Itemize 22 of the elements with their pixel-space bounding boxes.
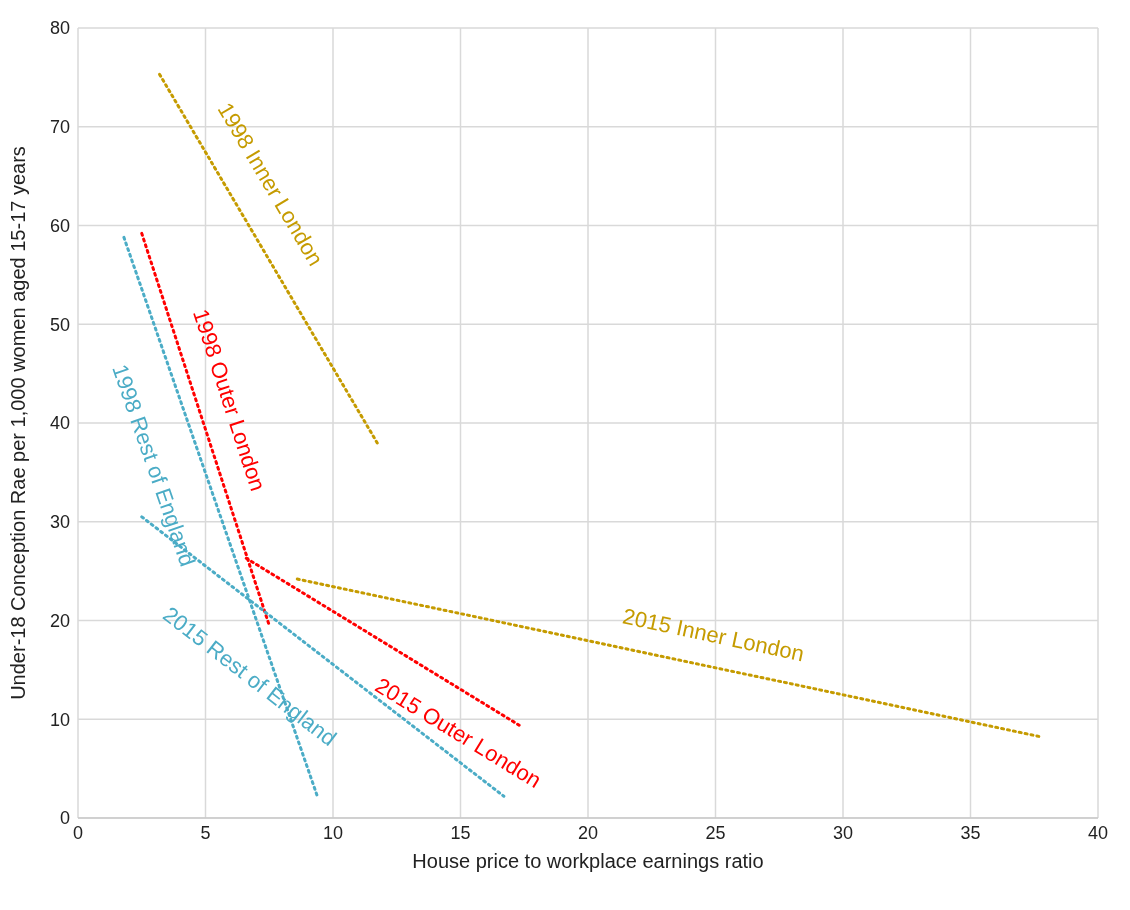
x-axis-title: House price to workplace earnings ratio [412,850,764,872]
x-tick-label: 30 [832,822,854,843]
x-tick-label: 35 [960,822,981,843]
x-tick-label: 15 [450,822,471,843]
x-tick-label: 5 [200,822,211,843]
y-tick-label: 0 [59,808,70,829]
y-tick-label: 20 [49,610,70,631]
y-tick-label: 60 [49,215,70,236]
y-tick-label: 50 [49,314,70,335]
y-tick-label: 40 [49,413,70,434]
x-tick-label: 25 [705,822,726,843]
x-tick-label: 40 [1087,822,1109,843]
y-axis-title: Under-18 Conception Rae per 1,000 women aged 15-17 years [7,146,30,700]
x-tick-label: 0 [72,822,84,843]
y-tick-label: 80 [49,18,70,39]
x-tick-label: 20 [577,822,599,843]
y-tick-label: 10 [49,709,70,730]
text: 1998 Outer London [188,305,271,495]
text: 2015 Inner London [620,603,807,667]
x-tick-label: 10 [322,822,344,843]
y-tick-label: 30 [49,512,70,533]
y-tick-label: 70 [49,117,70,138]
